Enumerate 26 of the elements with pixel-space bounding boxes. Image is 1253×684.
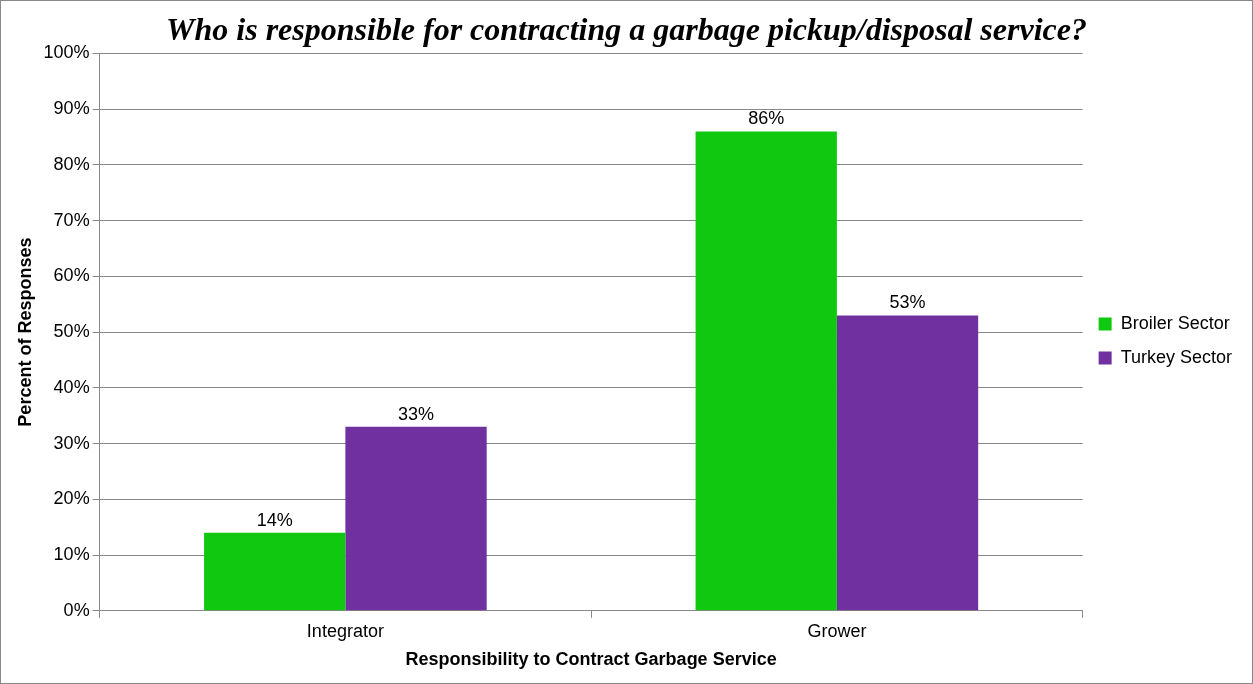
- y-tick-label: 80%: [53, 153, 90, 174]
- data-label: 86%: [748, 108, 785, 129]
- data-label: 53%: [889, 292, 926, 313]
- bar: [836, 315, 979, 611]
- y-tick-label: 0%: [63, 599, 90, 620]
- bar: [695, 131, 837, 611]
- y-tick-label: 90%: [53, 98, 90, 119]
- y-tick-label: 20%: [53, 488, 90, 509]
- y-tick-label: 70%: [53, 209, 90, 230]
- y-tick-label: 10%: [53, 544, 90, 565]
- data-label: 33%: [398, 403, 435, 424]
- x-tick-label: Integrator: [306, 620, 384, 641]
- x-tick-label: Grower: [807, 620, 867, 641]
- y-axis-title: Percent of Responses: [14, 237, 35, 427]
- bar: [204, 532, 346, 611]
- chart-title: Who is responsible for contracting a garbage pickup/disposal service?: [166, 11, 1087, 48]
- y-tick-label: 100%: [43, 42, 90, 63]
- y-tick-label: 60%: [53, 265, 90, 286]
- data-label: 14%: [256, 509, 293, 530]
- y-tick-label: 40%: [53, 376, 90, 397]
- bar: [345, 426, 487, 611]
- legend-label: Turkey Sector: [1120, 346, 1233, 367]
- y-tick-label: 30%: [53, 432, 90, 453]
- legend-label: Broiler Sector: [1120, 312, 1230, 333]
- y-tick-label: 50%: [53, 321, 90, 342]
- x-axis-title: Responsibility to Contract Garbage Service: [405, 649, 777, 670]
